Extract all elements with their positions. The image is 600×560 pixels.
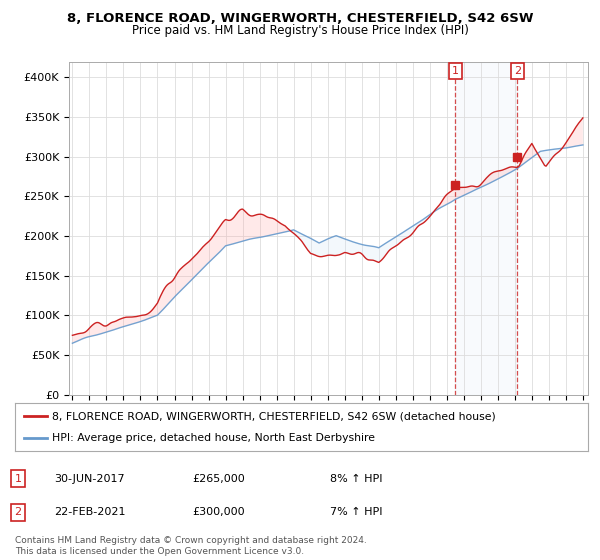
Text: 8, FLORENCE ROAD, WINGERWORTH, CHESTERFIELD, S42 6SW (detached house): 8, FLORENCE ROAD, WINGERWORTH, CHESTERFI…	[52, 411, 496, 421]
Text: 2: 2	[514, 66, 521, 76]
Text: 2: 2	[14, 507, 22, 517]
Text: 22-FEB-2021: 22-FEB-2021	[54, 507, 125, 517]
Text: £300,000: £300,000	[192, 507, 245, 517]
Text: HPI: Average price, detached house, North East Derbyshire: HPI: Average price, detached house, Nort…	[52, 433, 375, 443]
Text: 1: 1	[452, 66, 459, 76]
Text: 8% ↑ HPI: 8% ↑ HPI	[330, 474, 383, 484]
Text: 1: 1	[14, 474, 22, 484]
Text: Contains HM Land Registry data © Crown copyright and database right 2024.
This d: Contains HM Land Registry data © Crown c…	[15, 536, 367, 556]
Text: £265,000: £265,000	[192, 474, 245, 484]
Text: 8, FLORENCE ROAD, WINGERWORTH, CHESTERFIELD, S42 6SW: 8, FLORENCE ROAD, WINGERWORTH, CHESTERFI…	[67, 12, 533, 25]
Bar	[455, 62, 517, 395]
Text: 7% ↑ HPI: 7% ↑ HPI	[330, 507, 383, 517]
Text: 30-JUN-2017: 30-JUN-2017	[54, 474, 125, 484]
Text: Price paid vs. HM Land Registry's House Price Index (HPI): Price paid vs. HM Land Registry's House …	[131, 24, 469, 37]
